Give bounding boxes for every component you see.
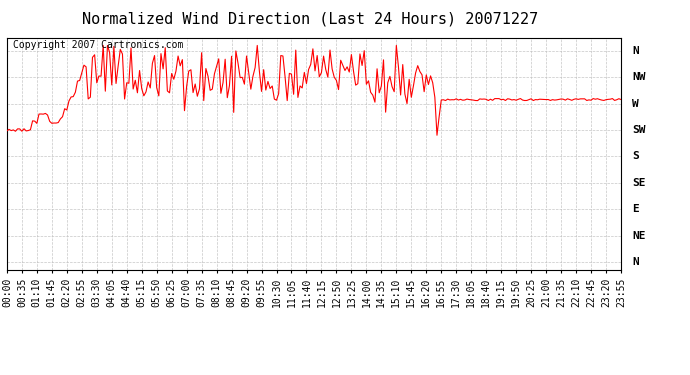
Text: Normalized Wind Direction (Last 24 Hours) 20071227: Normalized Wind Direction (Last 24 Hours… xyxy=(82,11,539,26)
Text: W: W xyxy=(632,99,639,108)
Text: N: N xyxy=(632,46,639,56)
Text: NW: NW xyxy=(632,72,646,82)
Text: SE: SE xyxy=(632,178,646,188)
Text: S: S xyxy=(632,152,639,161)
Text: SW: SW xyxy=(632,125,646,135)
Text: E: E xyxy=(632,204,639,214)
Text: NE: NE xyxy=(632,231,646,241)
Text: N: N xyxy=(632,257,639,267)
Text: Copyright 2007 Cartronics.com: Copyright 2007 Cartronics.com xyxy=(13,40,184,50)
